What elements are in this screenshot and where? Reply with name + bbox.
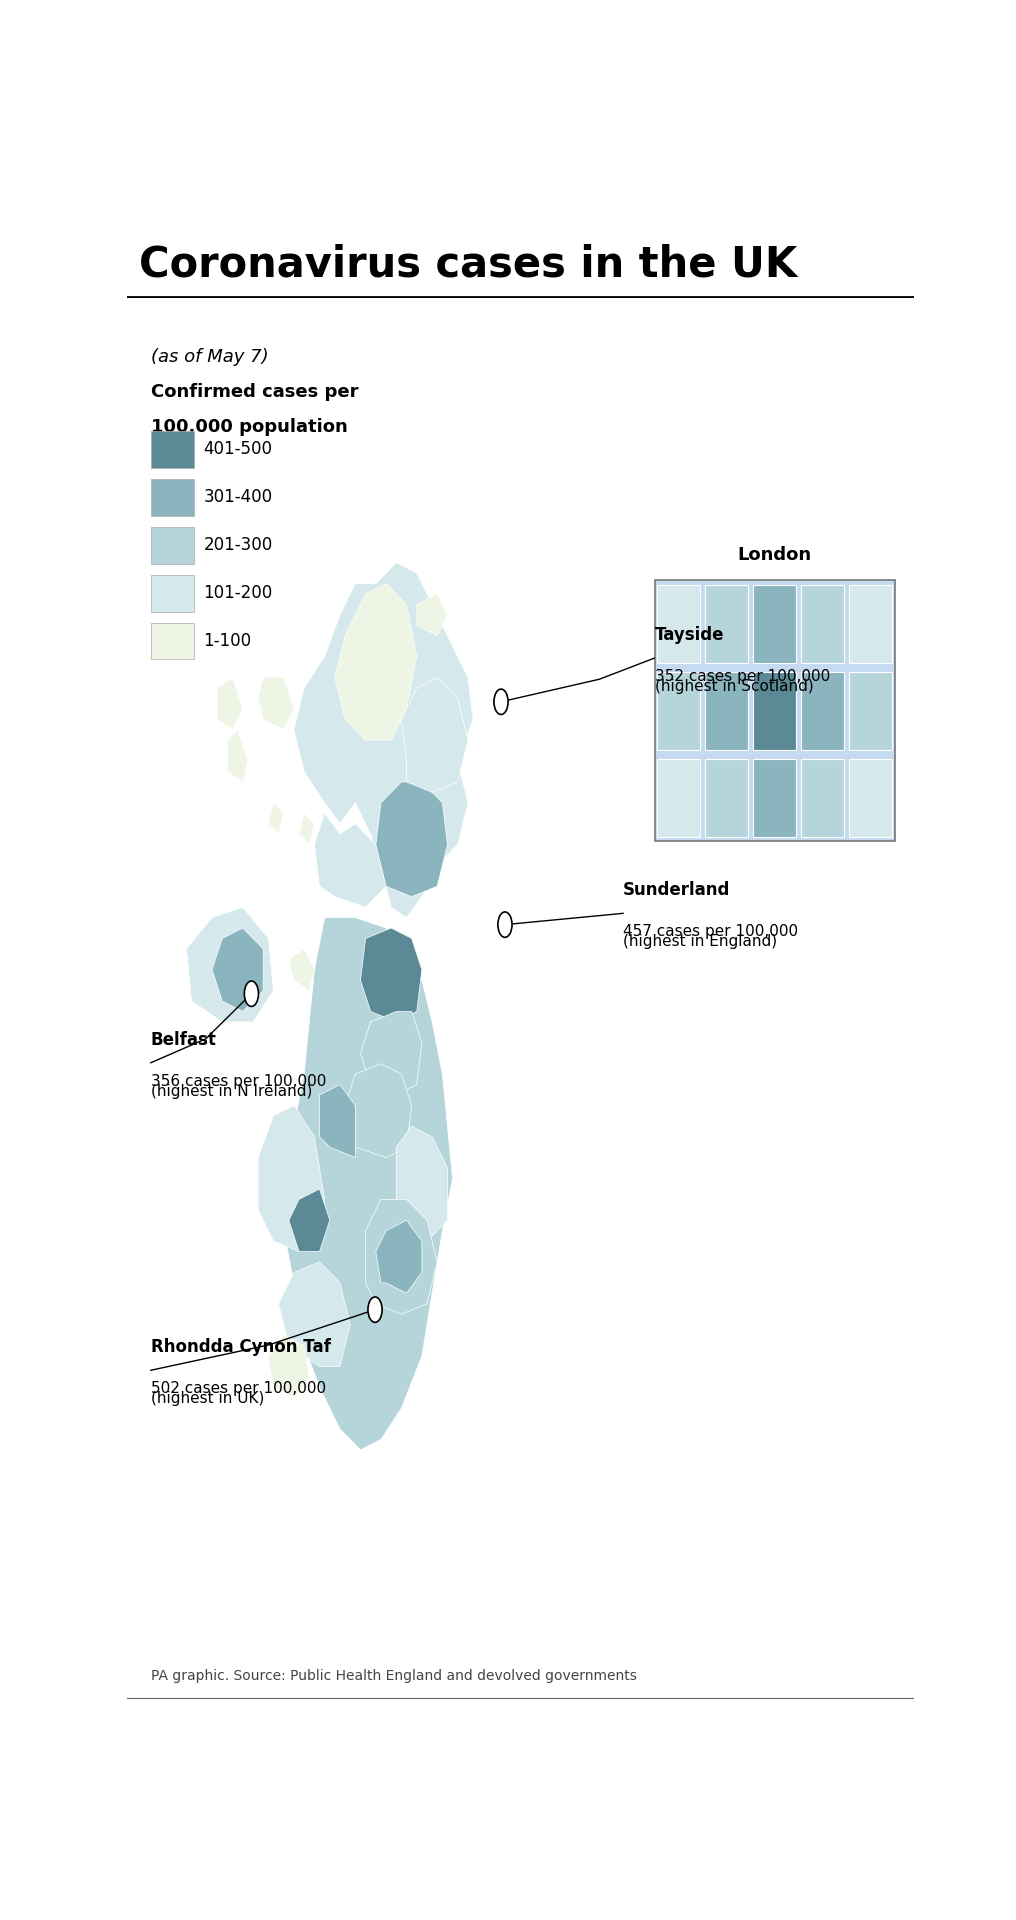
Polygon shape xyxy=(217,678,243,730)
FancyBboxPatch shape xyxy=(705,586,748,662)
Text: 352 cases per 100,000: 352 cases per 100,000 xyxy=(654,649,830,684)
FancyBboxPatch shape xyxy=(654,580,895,841)
Circle shape xyxy=(498,912,512,937)
FancyBboxPatch shape xyxy=(657,672,700,751)
Polygon shape xyxy=(396,1127,447,1240)
FancyBboxPatch shape xyxy=(753,758,797,837)
Text: 101-200: 101-200 xyxy=(203,584,272,603)
Text: (highest in Scotland): (highest in Scotland) xyxy=(654,680,813,695)
Text: 1-100: 1-100 xyxy=(203,632,252,651)
Polygon shape xyxy=(335,584,417,739)
Polygon shape xyxy=(187,906,273,1021)
Text: Tayside: Tayside xyxy=(654,626,724,643)
FancyBboxPatch shape xyxy=(150,574,194,611)
Text: PA graphic. Source: Public Health England and devolved governments: PA graphic. Source: Public Health Englan… xyxy=(150,1668,636,1684)
Text: 401-500: 401-500 xyxy=(203,440,272,459)
FancyBboxPatch shape xyxy=(150,478,194,516)
Polygon shape xyxy=(294,563,473,918)
FancyBboxPatch shape xyxy=(801,758,844,837)
Polygon shape xyxy=(258,678,294,730)
Circle shape xyxy=(244,981,258,1006)
FancyBboxPatch shape xyxy=(801,672,844,751)
Circle shape xyxy=(368,1298,382,1323)
FancyBboxPatch shape xyxy=(150,526,194,564)
Polygon shape xyxy=(366,1200,437,1313)
Polygon shape xyxy=(283,918,452,1450)
Text: 457 cases per 100,000: 457 cases per 100,000 xyxy=(623,904,799,939)
FancyBboxPatch shape xyxy=(657,586,700,662)
FancyBboxPatch shape xyxy=(849,758,892,837)
Text: 356 cases per 100,000: 356 cases per 100,000 xyxy=(150,1052,326,1089)
Text: Confirmed cases per: Confirmed cases per xyxy=(150,382,358,401)
Text: Belfast: Belfast xyxy=(150,1031,216,1048)
Text: 201-300: 201-300 xyxy=(203,536,272,555)
Polygon shape xyxy=(314,814,386,906)
Polygon shape xyxy=(361,1012,422,1094)
Text: 301-400: 301-400 xyxy=(203,488,272,507)
Polygon shape xyxy=(278,1261,351,1367)
FancyBboxPatch shape xyxy=(753,586,797,662)
Text: (as of May 7): (as of May 7) xyxy=(150,348,268,367)
Text: Sunderland: Sunderland xyxy=(623,881,731,899)
Polygon shape xyxy=(268,803,283,833)
FancyBboxPatch shape xyxy=(753,672,797,751)
Text: (highest in England): (highest in England) xyxy=(623,935,777,950)
Circle shape xyxy=(494,689,508,714)
Text: Coronavirus cases in the UK: Coronavirus cases in the UK xyxy=(139,244,798,286)
Text: London: London xyxy=(738,545,812,564)
Polygon shape xyxy=(258,1106,325,1252)
Polygon shape xyxy=(376,781,447,897)
Polygon shape xyxy=(212,927,263,1012)
Text: (highest in UK): (highest in UK) xyxy=(150,1392,264,1407)
FancyBboxPatch shape xyxy=(705,672,748,751)
Text: (highest in N Ireland): (highest in N Ireland) xyxy=(150,1085,312,1098)
FancyBboxPatch shape xyxy=(657,758,700,837)
Polygon shape xyxy=(417,593,447,636)
FancyBboxPatch shape xyxy=(150,430,194,468)
Polygon shape xyxy=(289,948,314,991)
FancyBboxPatch shape xyxy=(849,586,892,662)
Text: 100,000 population: 100,000 population xyxy=(150,419,347,436)
Polygon shape xyxy=(268,1334,309,1398)
Polygon shape xyxy=(289,1188,330,1252)
Polygon shape xyxy=(228,730,248,781)
FancyBboxPatch shape xyxy=(150,622,194,659)
Polygon shape xyxy=(401,678,468,793)
Polygon shape xyxy=(319,1085,356,1158)
FancyBboxPatch shape xyxy=(849,672,892,751)
FancyBboxPatch shape xyxy=(705,758,748,837)
Polygon shape xyxy=(345,1064,411,1158)
Polygon shape xyxy=(299,814,314,845)
FancyBboxPatch shape xyxy=(801,586,844,662)
Polygon shape xyxy=(361,927,422,1021)
Polygon shape xyxy=(376,1221,422,1294)
Text: 502 cases per 100,000: 502 cases per 100,000 xyxy=(150,1361,326,1396)
Text: Rhondda Cynon Taf: Rhondda Cynon Taf xyxy=(150,1338,330,1356)
